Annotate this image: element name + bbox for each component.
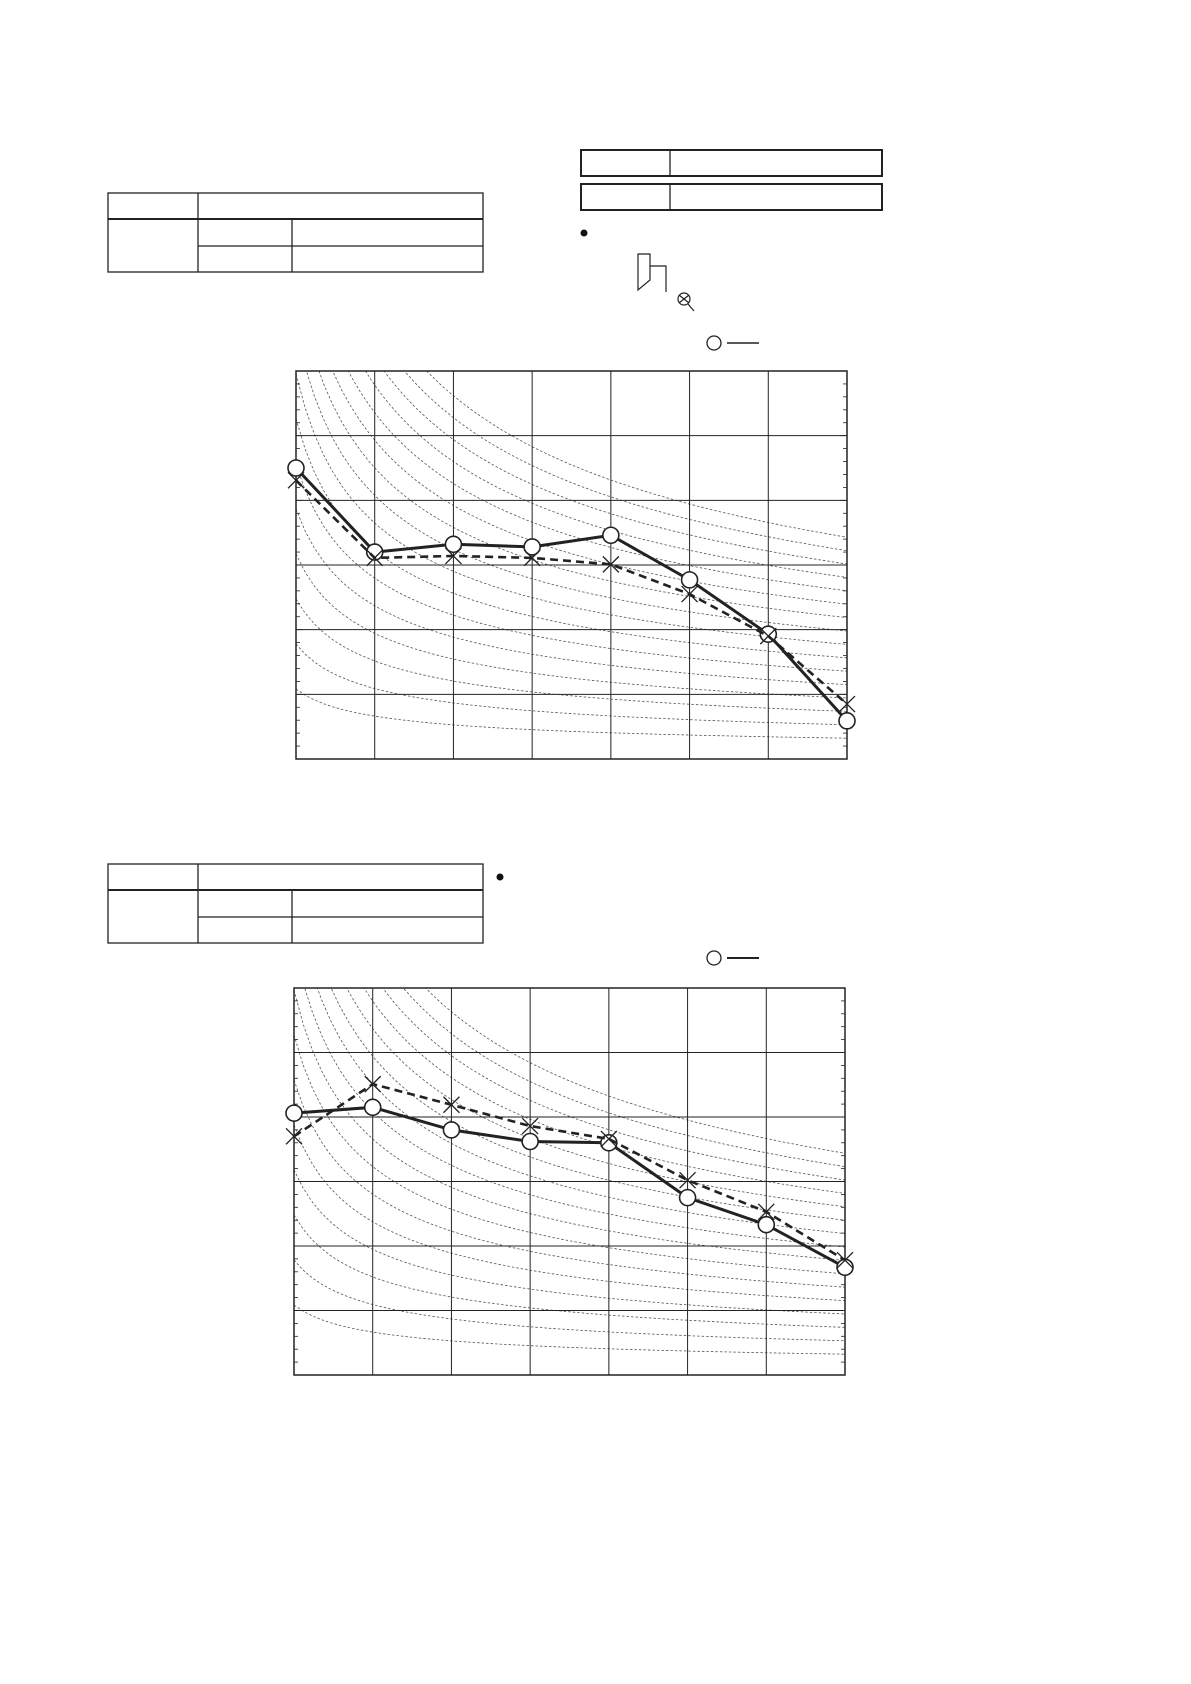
guide-curves: [294, 988, 845, 1355]
series-line: [295, 479, 848, 706]
guide-curve: [294, 989, 845, 1261]
guide-curve: [296, 688, 847, 739]
guide-curve: [316, 988, 845, 1234]
mic-head: [677, 292, 691, 306]
point-cross: [366, 549, 384, 567]
guide-curve: [402, 988, 845, 1167]
legend-marker: [706, 335, 722, 351]
chart: [285, 987, 854, 1376]
guide-curve: [296, 598, 847, 712]
guide-curve: [346, 988, 845, 1208]
point-cross: [521, 1117, 539, 1135]
icon-lead: [650, 265, 667, 292]
point-circle: [836, 1258, 854, 1277]
guide-curve: [296, 643, 847, 726]
spec-table-2: [580, 149, 883, 211]
guide-curve: [363, 988, 845, 1194]
plot-frame: [295, 370, 848, 760]
guide-curve: [403, 371, 847, 551]
spec-table-3: [107, 863, 484, 944]
point-circle: [600, 1134, 618, 1152]
point-cross: [838, 695, 856, 713]
plot-frame: [293, 987, 846, 1376]
point-circle: [680, 571, 699, 589]
point-circle: [678, 1188, 697, 1207]
guide-curve: [294, 1259, 845, 1342]
guide-curve: [296, 553, 847, 699]
point-cross: [287, 471, 305, 489]
series-line: [294, 466, 849, 722]
series-line: [293, 1105, 846, 1269]
point-circle: [838, 712, 856, 730]
mic-icon: [637, 253, 695, 312]
spec-table-1: [107, 192, 484, 273]
point-cross: [602, 555, 620, 573]
guide-curve: [294, 1304, 845, 1355]
point-cross: [364, 1075, 382, 1093]
point-circle: [285, 1104, 303, 1122]
guide-curve: [365, 371, 847, 578]
table-frame: [107, 863, 484, 944]
guide-curve: [332, 371, 847, 605]
table-frame: [580, 149, 883, 177]
guide-curve: [426, 371, 847, 538]
chart: [287, 370, 856, 760]
bullet: [496, 873, 504, 881]
point-circle: [602, 526, 620, 545]
mic-body: [678, 294, 695, 312]
point-cross: [757, 1203, 775, 1221]
bullet: [580, 229, 588, 237]
table-frame: [580, 183, 883, 211]
point-cross: [523, 549, 541, 567]
speaker-icon: [637, 253, 651, 292]
guide-curve: [294, 1169, 845, 1315]
point-cross: [600, 1130, 618, 1148]
point-circle: [363, 1098, 382, 1117]
point-cross: [836, 1251, 854, 1269]
point-circle: [365, 543, 384, 561]
point-cross: [444, 547, 462, 565]
guide-curve: [294, 1214, 845, 1328]
guide-curve: [318, 371, 847, 618]
guide-curve: [382, 988, 845, 1181]
legend-1: [706, 335, 759, 351]
guide-curve: [296, 373, 847, 645]
guide-curve: [305, 371, 847, 632]
point-cross: [285, 1127, 303, 1145]
point-cross: [679, 1171, 697, 1189]
table-frame: [107, 192, 484, 273]
point-cross: [681, 585, 699, 603]
guide-curve: [425, 988, 845, 1154]
point-cross: [442, 1096, 460, 1114]
point-circle: [442, 1121, 461, 1139]
point-circle: [521, 1132, 539, 1151]
point-cross: [759, 627, 777, 645]
guide-curve: [304, 988, 845, 1248]
guide-curve: [296, 418, 847, 659]
series-line: [293, 1082, 846, 1262]
guide-curve: [294, 1034, 845, 1275]
guide-curve: [347, 371, 847, 592]
legend-2: [706, 950, 759, 966]
point-circle: [523, 538, 541, 556]
point-circle: [287, 459, 305, 477]
guide-curve: [296, 508, 847, 685]
guide-curve: [383, 371, 847, 565]
point-circle: [757, 1215, 776, 1234]
guide-curve: [294, 1124, 845, 1301]
legend-marker: [706, 950, 722, 966]
guide-curve: [330, 988, 845, 1221]
point-circle: [444, 535, 463, 554]
